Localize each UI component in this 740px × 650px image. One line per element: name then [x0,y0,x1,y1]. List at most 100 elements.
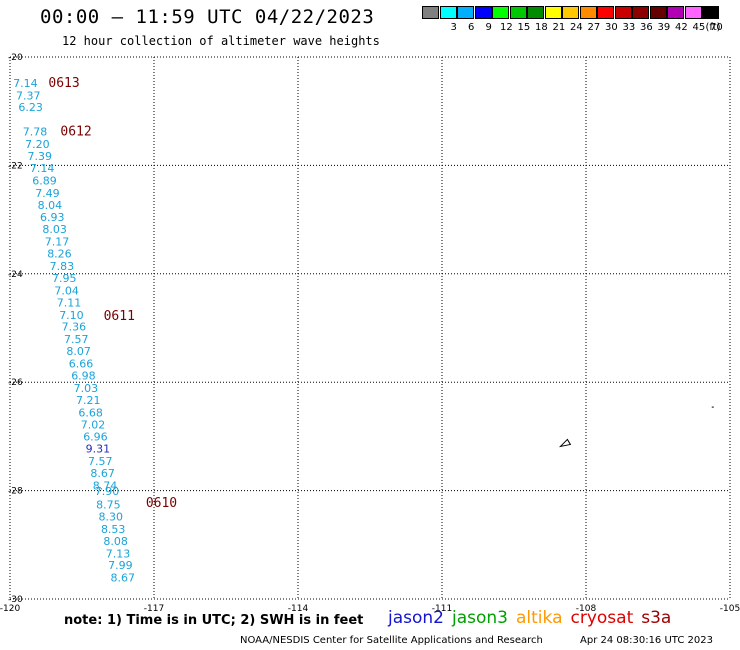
latitude-tick-label: -28 [8,487,23,497]
color-swatch [702,6,719,19]
wave-height-label: 7.49 [35,187,60,200]
wave-height-label: 8.07 [66,345,91,358]
color-swatch [474,6,492,19]
color-scale-label: 3 [450,22,457,33]
latitude-tick-label: -22 [8,161,23,171]
wave-height-label: 6.96 [83,431,108,444]
wave-height-label: 8.08 [103,535,128,548]
color-swatch [457,6,474,19]
wave-height-label: 7.14 [13,77,38,90]
color-swatch [439,6,457,19]
wave-height-label: 6.66 [69,358,94,371]
color-swatch [614,6,632,19]
wave-height-label: 7.17 [45,236,70,249]
wave-height-label: 6.68 [78,406,103,419]
color-scale-label: 15 [517,22,531,33]
chart-subtitle: 12 hour collection of altimeter wave hei… [62,34,380,48]
wave-height-label: 6.93 [40,211,65,224]
satellite-legend: jason2 jason3 altika cryosat s3a [388,608,679,628]
color-scale-label: 9 [485,22,492,33]
satellite-legend-entry: s3a [641,608,672,628]
wave-height-label: 7.57 [88,455,113,468]
latitude-tick-label: -24 [8,270,23,280]
color-swatch [632,6,649,19]
color-swatch [422,6,439,19]
color-scale-label: 42 [675,22,688,33]
wave-height-label: 7.04 [54,284,79,297]
color-scale-label: 30 [605,22,618,33]
wave-height-label: 7.39 [28,150,53,163]
color-scale-unit: (ft) [705,22,721,33]
longitude-tick-label: -108 [576,604,597,614]
color-scale-label: 39 [657,22,671,33]
latitude-tick-label: -20 [8,53,23,63]
wave-height-label: 7.13 [106,547,131,560]
color-swatch [649,6,667,19]
wave-height-label: 6.89 [32,174,57,187]
color-scale-label: 21 [552,22,566,33]
color-scale-label: 27 [587,22,601,33]
satellite-legend-entry: jason3 [452,608,508,628]
wave-height-label: 7.02 [81,418,106,431]
wave-height-label: 8.04 [38,199,63,212]
color-swatch [509,6,527,19]
color-swatch [597,6,614,19]
wave-height-label: 8.53 [101,523,126,536]
color-scale-label: 6 [468,22,475,33]
color-swatch [684,6,702,19]
longitude-tick-label: -114 [288,604,309,614]
wave-height-label: 7.11 [57,296,82,309]
wave-height-label: 7.78 [23,126,48,139]
satellite-legend-entry: altika [516,608,563,628]
color-scale-label: 24 [570,22,583,33]
pass-time-label: 0611 [104,309,135,324]
color-swatch [579,6,597,19]
units-note: note: 1) Time is in UTC; 2) SWH is in fe… [64,613,364,628]
chart-title: 00:00 – 11:59 UTC 04/22/2023 [40,6,375,28]
longitude-tick-label: -117 [144,604,164,614]
latitude-tick-label: -26 [8,378,23,388]
color-scale-label: 33 [622,22,636,33]
wave-height-label: 8.67 [111,572,136,585]
wave-height-label: 7.36 [62,321,87,334]
wave-height-label: 8.30 [99,510,124,523]
pass-time-label: 0610 [146,496,177,511]
color-swatch [544,6,562,19]
wave-height-label: 9.31 [86,443,111,456]
wave-height-label: 7.20 [25,138,50,151]
color-swatch [492,6,509,19]
longitude-tick-label: -120 [0,604,20,614]
wave-height-label: 6.23 [18,101,43,114]
wave-height-label: 8.26 [47,248,72,261]
wave-height-label: 7.21 [76,394,101,407]
satellite-legend-entry: jason2 [388,608,444,628]
wave-height-label: 7.14 [30,162,55,175]
wave-height-label: 7.37 [16,89,41,102]
wave-height-label: 7.83 [50,260,75,273]
wave-height-label: 7.57 [64,333,89,346]
wave-height-label: 8.03 [42,223,67,236]
color-scale-label: 45 [692,22,706,33]
credit-text: NOAA/NESDIS Center for Satellite Applica… [240,635,543,646]
longitude-tick-label: -111 [432,604,452,614]
color-swatch [667,6,684,19]
satellite-legend-entry: cryosat [570,608,634,628]
wave-height-label: 6.98 [71,369,96,382]
wave-height-label: 8.67 [90,467,115,480]
latitude-tick-label: -30 [8,595,23,605]
color-scale-label: 18 [535,22,548,33]
color-scale-label: 12 [500,22,513,33]
wave-height-label: 7.99 [108,559,133,572]
color-scale-label: 36 [640,22,653,33]
pass-time-label: 0612 [60,125,91,140]
generated-timestamp: Apr 24 08:30:16 UTC 2023 [580,635,713,646]
longitude-tick-label: -105 [720,604,740,614]
color-scale-label: 70 [710,22,723,33]
wave-height-label: 8.75 [96,498,121,511]
island-sala-y-gomez [711,406,714,408]
pass-time-label: 0613 [48,76,79,91]
wave-height-label: 7.10 [59,309,84,322]
wave-height-label: 7.90 [95,485,120,498]
wave-height-label: 8.74 [93,480,118,493]
